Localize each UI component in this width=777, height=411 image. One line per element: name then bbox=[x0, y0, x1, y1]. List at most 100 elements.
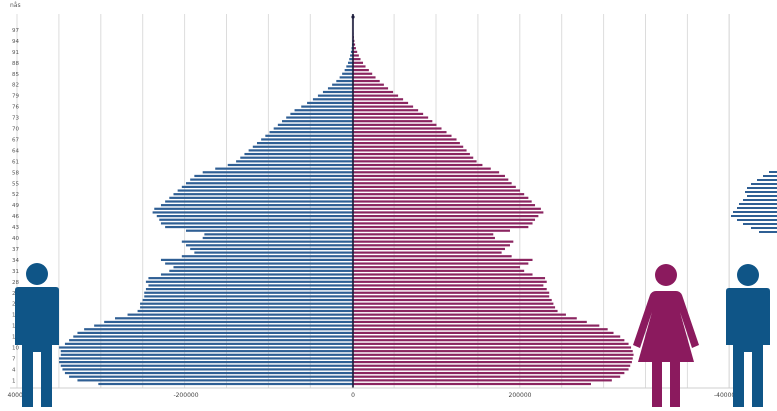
male-bar bbox=[182, 186, 353, 188]
age-tick-label: 1 bbox=[12, 378, 16, 384]
male-bar bbox=[157, 215, 353, 217]
female-bar bbox=[353, 73, 372, 75]
male-bar bbox=[161, 259, 353, 261]
female-bar bbox=[353, 295, 549, 297]
male-bar bbox=[190, 179, 353, 181]
female-bar bbox=[353, 277, 545, 279]
male-bar bbox=[178, 189, 353, 191]
male-bar bbox=[186, 182, 353, 184]
male-bar bbox=[257, 142, 353, 144]
female-bar bbox=[353, 281, 547, 283]
age-tick-label: 70 bbox=[12, 127, 19, 133]
age-tick-label: 28 bbox=[12, 280, 19, 286]
male-bar bbox=[203, 171, 353, 173]
male-bar bbox=[286, 116, 353, 118]
female-bar bbox=[353, 120, 432, 122]
female-bar bbox=[353, 332, 614, 334]
male-bar bbox=[313, 98, 353, 100]
female-bar bbox=[353, 339, 624, 341]
female-bar bbox=[353, 87, 388, 89]
age-tick-label: 67 bbox=[12, 137, 19, 143]
female-bar bbox=[353, 116, 428, 118]
male-bar bbox=[290, 113, 353, 115]
female-bar bbox=[353, 98, 403, 100]
female-bar bbox=[353, 233, 493, 235]
male-bar bbox=[186, 230, 353, 232]
male-bar bbox=[295, 109, 353, 111]
male-bar bbox=[98, 383, 353, 385]
male-bar bbox=[59, 346, 353, 348]
age-tick-label: 82 bbox=[12, 83, 19, 89]
female-bar bbox=[353, 303, 553, 305]
x-tick-label: 200000 bbox=[509, 392, 532, 399]
female-bar bbox=[353, 379, 612, 381]
male-bar bbox=[253, 146, 353, 148]
x-tick-label: -200000 bbox=[173, 392, 198, 399]
male-person-icon bbox=[15, 263, 59, 407]
female-bar bbox=[353, 149, 467, 151]
right-panel-bar bbox=[747, 195, 777, 197]
age-axis-label: nås bbox=[10, 2, 21, 9]
right-panel-bar bbox=[743, 223, 777, 225]
female-bar bbox=[353, 317, 577, 319]
male-bar bbox=[65, 343, 353, 345]
male-bar bbox=[161, 204, 353, 206]
female-bar bbox=[353, 135, 452, 137]
male-bar bbox=[146, 288, 353, 290]
female-bar bbox=[353, 255, 512, 257]
right-panel-bar bbox=[769, 171, 777, 173]
male-bar bbox=[203, 237, 353, 239]
female-bar bbox=[353, 182, 512, 184]
male-bar bbox=[143, 299, 353, 301]
female-bar bbox=[353, 306, 555, 308]
female-bar bbox=[353, 219, 535, 221]
male-bar bbox=[265, 135, 353, 137]
female-bar bbox=[353, 168, 491, 170]
female-bar bbox=[353, 106, 413, 108]
male-bar bbox=[342, 73, 353, 75]
female-bar bbox=[353, 171, 499, 173]
female-bar bbox=[353, 368, 629, 370]
male-bar bbox=[318, 95, 353, 97]
female-bar bbox=[353, 299, 552, 301]
male-bar bbox=[77, 379, 353, 381]
male-bar bbox=[69, 339, 353, 341]
female-bar bbox=[353, 284, 543, 286]
female-bar bbox=[353, 343, 629, 345]
female-bar bbox=[353, 376, 620, 378]
female-bar bbox=[353, 321, 587, 323]
right-panel-bars bbox=[731, 171, 777, 233]
female-bar bbox=[353, 62, 363, 64]
female-bar bbox=[353, 138, 457, 140]
male-bar bbox=[169, 270, 353, 272]
male-bar bbox=[148, 277, 353, 279]
female-bar bbox=[353, 131, 447, 133]
female-bar bbox=[353, 153, 470, 155]
male-bar bbox=[301, 106, 353, 108]
male-bar bbox=[345, 69, 353, 71]
female-bar bbox=[353, 54, 359, 56]
male-bar bbox=[274, 127, 353, 129]
male-bar bbox=[77, 332, 353, 334]
age-tick-label: 46 bbox=[12, 214, 19, 220]
female-bar bbox=[353, 273, 533, 275]
male-bar bbox=[138, 310, 353, 312]
female-bar bbox=[353, 354, 634, 356]
male-bar bbox=[161, 222, 353, 224]
female-bar bbox=[353, 211, 543, 213]
age-tick-label: 88 bbox=[12, 61, 19, 67]
x-tick-label: 0 bbox=[351, 392, 355, 399]
female-bar bbox=[353, 350, 633, 352]
female-person-icon bbox=[633, 264, 699, 407]
male-bar bbox=[186, 244, 353, 246]
female-bar bbox=[353, 248, 505, 250]
male-bar bbox=[323, 91, 353, 93]
male-bar bbox=[84, 328, 353, 330]
right-panel-bar bbox=[737, 207, 777, 209]
age-tick-label: 85 bbox=[12, 72, 19, 78]
male-bar bbox=[270, 131, 354, 133]
female-bar bbox=[353, 200, 532, 202]
female-bar bbox=[353, 69, 369, 71]
age-tick-label: 37 bbox=[12, 247, 19, 253]
right-panel-x-tick-label: -40000 bbox=[714, 392, 735, 399]
